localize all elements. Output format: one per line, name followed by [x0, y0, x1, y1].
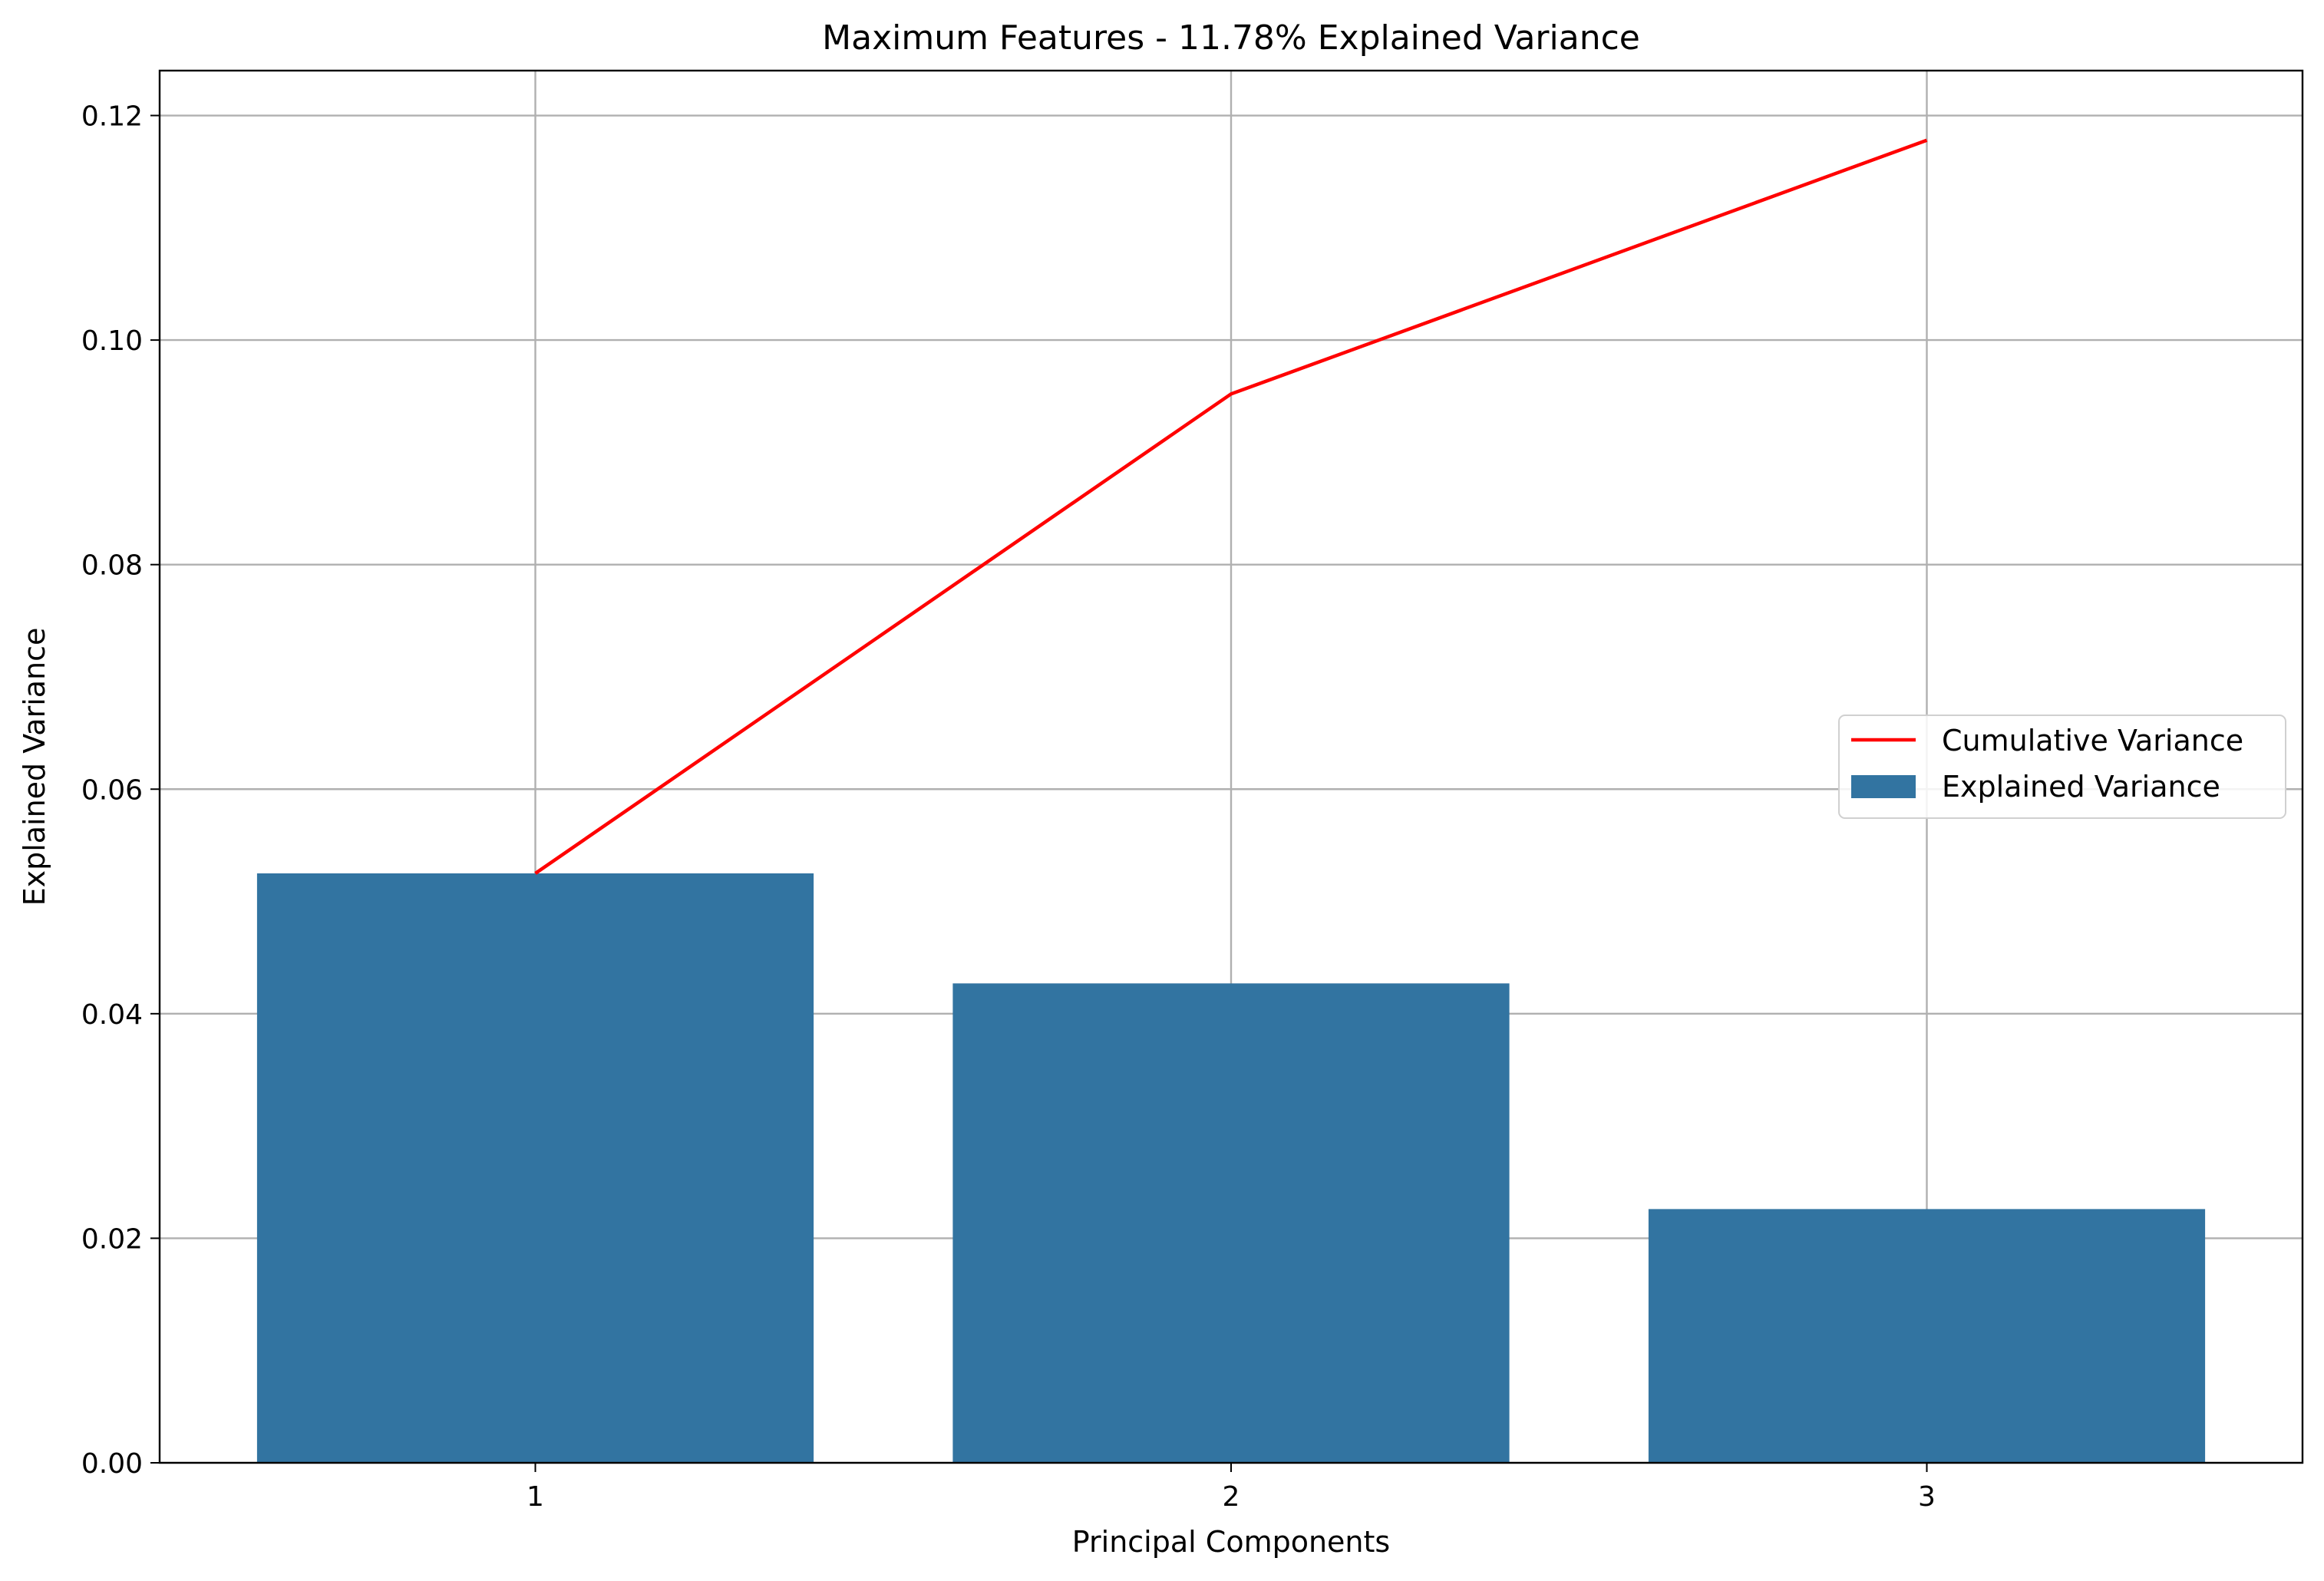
y-tick-label: 0.12: [81, 101, 143, 133]
bar-series: [256, 873, 2206, 1463]
bar-2: [952, 983, 1510, 1463]
legend-box: [1838, 715, 2286, 819]
y-tick-label: 0.06: [81, 774, 143, 806]
legend-swatch-explained-variance: [1851, 775, 1916, 798]
y-tick-label: 0.04: [81, 999, 143, 1031]
x-tick-label: 3: [1918, 1481, 1936, 1513]
chart-title: Maximum Features - 11.78% Explained Vari…: [822, 18, 1640, 58]
x-tick-label: 1: [527, 1481, 544, 1513]
y-tick-label: 0.10: [81, 325, 143, 357]
x-axis-ticks: 1 2 3: [527, 1463, 1936, 1513]
y-tick-label: 0.00: [81, 1448, 143, 1480]
legend-label-cumulative-variance: Cumulative Variance: [1942, 724, 2243, 757]
x-tick-label: 2: [1223, 1481, 1240, 1513]
y-axis-label: Explained Variance: [18, 628, 51, 906]
line-series: [534, 138, 1928, 875]
legend: Cumulative Variance Explained Variance: [1838, 715, 2286, 819]
x-axis-label: Principal Components: [1072, 1525, 1390, 1559]
legend-label-explained-variance: Explained Variance: [1942, 770, 2220, 804]
cumulative-variance-line: [534, 138, 1928, 875]
y-tick-label: 0.02: [81, 1223, 143, 1255]
bar-3: [1648, 1209, 2206, 1463]
bar-1: [256, 873, 814, 1463]
y-axis-ticks: 0.00 0.02 0.04 0.06 0.08 0.10 0.12: [81, 101, 160, 1480]
y-tick-label: 0.08: [81, 550, 143, 582]
